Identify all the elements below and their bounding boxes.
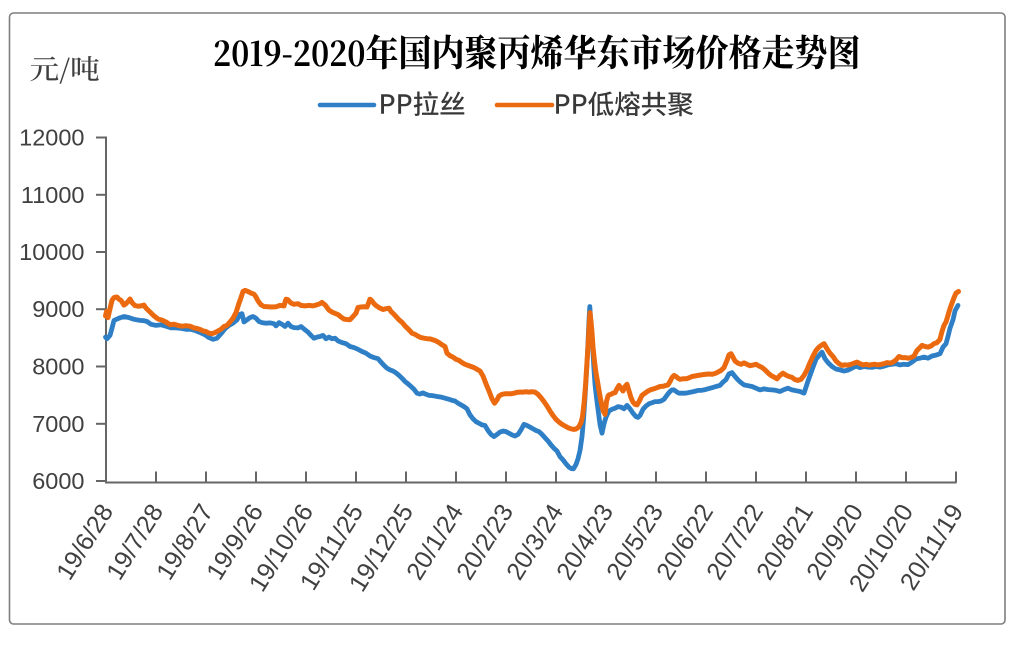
svg-text:10000: 10000 bbox=[19, 239, 84, 265]
svg-text:9000: 9000 bbox=[32, 296, 84, 322]
svg-text:7000: 7000 bbox=[32, 411, 84, 437]
svg-text:11000: 11000 bbox=[21, 182, 85, 208]
svg-text:12000: 12000 bbox=[19, 125, 84, 151]
svg-text:6000: 6000 bbox=[32, 468, 84, 494]
svg-text:8000: 8000 bbox=[32, 354, 84, 380]
